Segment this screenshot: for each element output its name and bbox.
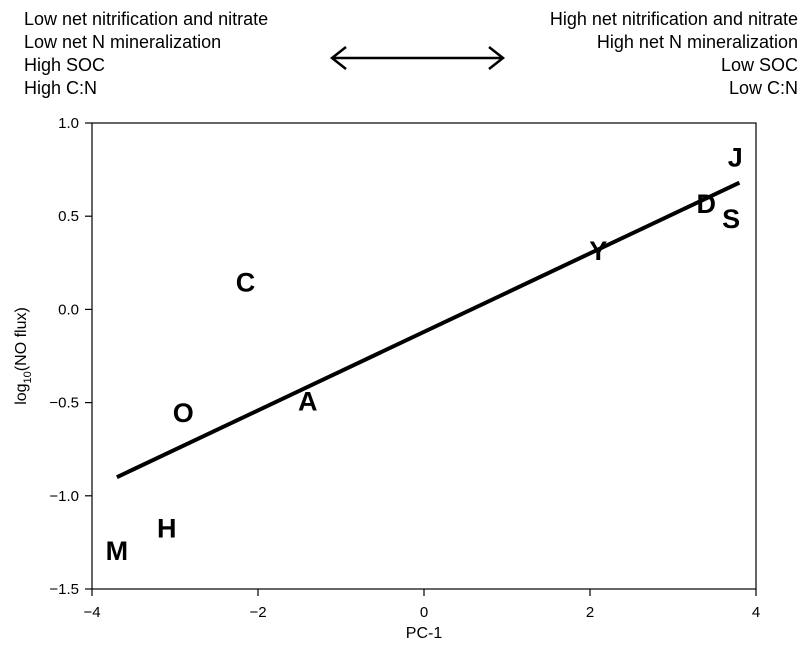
plot-area-frame <box>91 122 757 590</box>
y-axis-label-main: log <box>13 383 30 404</box>
x-tick-label: 0 <box>420 604 428 621</box>
data-point-label: Y <box>589 236 607 266</box>
right-annotation: High net nitrification and nitrate High … <box>550 8 798 100</box>
y-tick-label: −1.5 <box>49 581 79 598</box>
x-tick-label: −4 <box>83 604 100 621</box>
data-points: JD S Y C A O HM <box>106 143 743 566</box>
fit-line-group <box>116 180 741 479</box>
right-annotation-line: High net nitrification and nitrate <box>549 9 798 29</box>
x-tick-label: 4 <box>752 604 760 621</box>
left-annotation-line: High SOC <box>24 55 106 75</box>
data-point-label: C <box>236 267 256 297</box>
data-point-label: A <box>298 387 318 417</box>
right-annotation-line: Low C:N <box>728 78 798 98</box>
data-point-label: O <box>173 398 194 428</box>
left-annotation-line: High C:N <box>24 78 98 98</box>
data-point-label: M <box>106 536 129 566</box>
right-annotation-line: Low SOC <box>720 55 798 75</box>
y-axis-label: log10(NO flux) <box>13 307 34 405</box>
y-axis-label-rest: (NO flux) <box>13 307 30 371</box>
y-tick-label: 0.5 <box>58 208 79 225</box>
x-tick-label: −2 <box>249 604 266 621</box>
left-annotation-line: Low net N mineralization <box>24 32 222 52</box>
y-tick-label: −1.0 <box>49 488 79 505</box>
regression-line <box>116 180 741 479</box>
y-tick-label: 1.0 <box>58 115 79 132</box>
data-point-label: H <box>157 513 177 543</box>
x-axis: −4 −2 0 2 4 <box>83 589 760 621</box>
x-axis-label: PC-1 <box>406 625 443 642</box>
right-annotation-line: High net N mineralization <box>596 32 798 52</box>
y-axis: −1.5 −1.0 −0.5 0.0 0.5 1.0 <box>49 115 92 598</box>
y-axis-label-subscript: 10 <box>22 371 34 383</box>
data-point-label: S <box>722 204 740 234</box>
data-point-label: D <box>696 189 716 219</box>
left-annotation: Low net nitrification and nitrate Low ne… <box>24 8 268 100</box>
x-tick-label: 2 <box>586 604 594 621</box>
data-point-label: J <box>728 143 743 173</box>
double-arrow-icon <box>329 46 506 70</box>
left-annotation-line: Low net nitrification and nitrate <box>24 9 269 29</box>
y-tick-label: −0.5 <box>49 395 79 412</box>
y-tick-label: 0.0 <box>58 301 79 318</box>
